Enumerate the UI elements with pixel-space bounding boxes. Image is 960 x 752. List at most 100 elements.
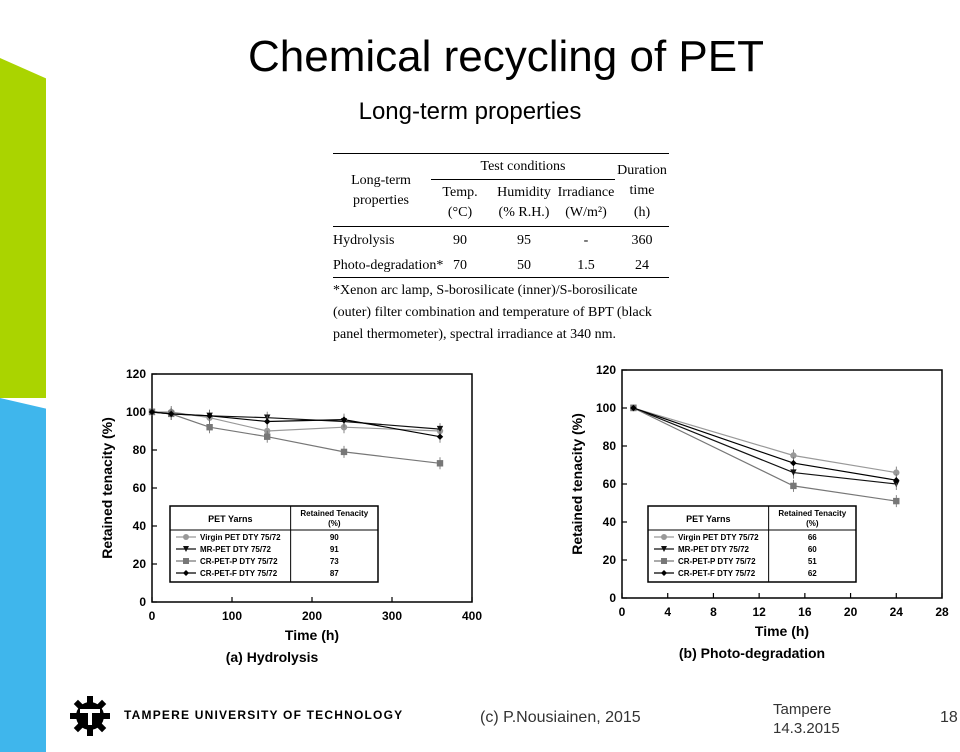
x-tick-label: 0	[619, 605, 626, 619]
y-axis-label: Retained tenacity (%)	[569, 413, 585, 555]
legend-header-retained: Retained Tenacity	[300, 509, 368, 518]
data-point	[148, 408, 156, 416]
series-line	[633, 407, 897, 474]
header-temp: Temp.	[442, 185, 478, 200]
data-point	[630, 404, 637, 412]
data-point	[340, 448, 348, 456]
footer-place: Tampere	[773, 701, 832, 718]
header-properties: properties	[353, 193, 409, 208]
header-temp-unit: (°C)	[447, 205, 473, 220]
chart-svg: 0 100 200 300 400 0 20 40 60 80 100 120 Time (h) Reta…	[99, 367, 482, 665]
y-tick-label: 40	[133, 519, 147, 533]
table-top-rule	[333, 153, 669, 154]
x-tick-label: 100	[222, 609, 242, 623]
y-tick-label: 60	[133, 481, 147, 495]
header-duration: Duration	[617, 163, 667, 178]
header-duration-time: time	[629, 183, 655, 198]
test-conditions-rule	[431, 179, 615, 180]
y-tick-label: 40	[603, 515, 617, 529]
row-hydrolysis-temp: 90	[453, 233, 467, 248]
x-tick-label: 12	[752, 605, 766, 619]
legend-series-name: MR-PET DTY 75/72	[678, 545, 750, 554]
legend-box	[169, 505, 379, 583]
y-tick-label: 100	[596, 401, 616, 415]
row-photo-irradiance: 1.5	[577, 258, 595, 273]
legend-marker	[183, 546, 189, 552]
tut-gear-logo-icon	[70, 696, 110, 736]
legend-marker	[183, 534, 189, 540]
chart-hydrolysis: 0 100 200 300 400 0 20 40 60 80 100 120 Time (h) Reta…	[96, 362, 496, 678]
header-irradiance: Irradiance	[557, 185, 615, 200]
data-point	[264, 433, 271, 440]
table-bottom-rule	[333, 277, 669, 278]
data-point	[168, 410, 175, 418]
series-line	[633, 407, 897, 481]
x-tick-label: 24	[890, 605, 904, 619]
y-tick-label: 0	[139, 595, 146, 609]
y-tick-label: 120	[126, 367, 146, 381]
row-hydrolysis-humidity: 95	[517, 233, 531, 248]
legend-series-value: 51	[808, 557, 817, 566]
slide-subtitle: Long-term properties	[358, 98, 582, 125]
side-accent-bar	[0, 58, 46, 752]
data-point	[790, 482, 797, 490]
footer-place-date: Tampere 14.3.2015	[773, 700, 840, 738]
footer-page-number: 18	[940, 709, 958, 726]
data-point	[436, 425, 444, 433]
header-humidity: Humidity	[497, 185, 551, 200]
legend-marker	[183, 558, 189, 564]
row-photo-temp: 70	[453, 258, 467, 273]
data-point	[436, 433, 444, 440]
x-tick-label: 200	[302, 609, 322, 623]
y-tick-label: 60	[603, 477, 617, 491]
x-tick-label: 20	[844, 605, 858, 619]
legend-series-value: 90	[330, 533, 339, 542]
chart-svg: 0 4 8 12 16 20 24 28 0 20 40 60 80 100 120 Time (h) Reta…	[569, 363, 949, 661]
legend-header-unit: (%)	[806, 519, 819, 528]
legend-marker	[661, 558, 667, 564]
x-tick-label: 300	[382, 609, 402, 623]
legend-series-name: CR-PET-F DTY 75/72	[200, 569, 278, 578]
footer-university: TAMPERE UNIVERSITY OF TECHNOLOGY	[124, 708, 404, 722]
data-point	[264, 418, 271, 425]
data-point	[790, 459, 797, 467]
test-conditions-table: Long-term properties Test conditions Tem…	[333, 153, 669, 348]
legend-marker	[661, 570, 667, 576]
data-point	[790, 469, 797, 476]
header-test-conditions: Test conditions	[480, 159, 566, 174]
data-point	[340, 416, 348, 423]
data-point	[436, 460, 444, 467]
legend-series-name: Virgin PET DTY 75/72	[200, 533, 281, 542]
legend-header-retained: Retained Tenacity	[778, 509, 846, 518]
legend-marker	[661, 534, 667, 540]
side-accent-blue	[0, 398, 46, 752]
x-tick-label: 8	[710, 605, 717, 619]
legend-series-value: 73	[330, 557, 339, 566]
row-photo-name: Photo-degradation*	[333, 258, 444, 273]
y-axis-label: Retained tenacity (%)	[99, 417, 115, 559]
row-hydrolysis-name: Hydrolysis	[333, 233, 395, 248]
legend-header-yarns: PET Yarns	[208, 514, 252, 524]
x-axis-label: Time (h)	[755, 623, 809, 639]
legend-series-value: 91	[330, 545, 339, 554]
side-accent-green	[0, 58, 46, 398]
legend-marker	[183, 570, 189, 576]
header-humidity-unit: (% R.H.)	[498, 205, 550, 220]
x-tick-label: 4	[664, 605, 671, 619]
x-tick-label: 16	[798, 605, 812, 619]
chart-caption: (a) Hydrolysis	[226, 649, 319, 665]
y-tick-label: 100	[126, 405, 146, 419]
header-duration-unit: (h)	[633, 205, 651, 220]
y-tick-label: 20	[603, 553, 617, 567]
y-tick-label: 80	[603, 439, 617, 453]
row-photo-time: 24	[635, 258, 649, 273]
data-point	[893, 469, 900, 476]
series-line	[151, 411, 441, 438]
legend-header-yarns: PET Yarns	[686, 514, 730, 524]
x-tick-label: 0	[149, 609, 156, 623]
legend-series-name: CR-PET-P DTY 75/72	[200, 557, 278, 566]
data-point	[206, 424, 213, 431]
row-photo-humidity: 50	[517, 258, 531, 273]
legend-series-name: CR-PET-P DTY 75/72	[678, 557, 756, 566]
data-point	[893, 497, 900, 505]
